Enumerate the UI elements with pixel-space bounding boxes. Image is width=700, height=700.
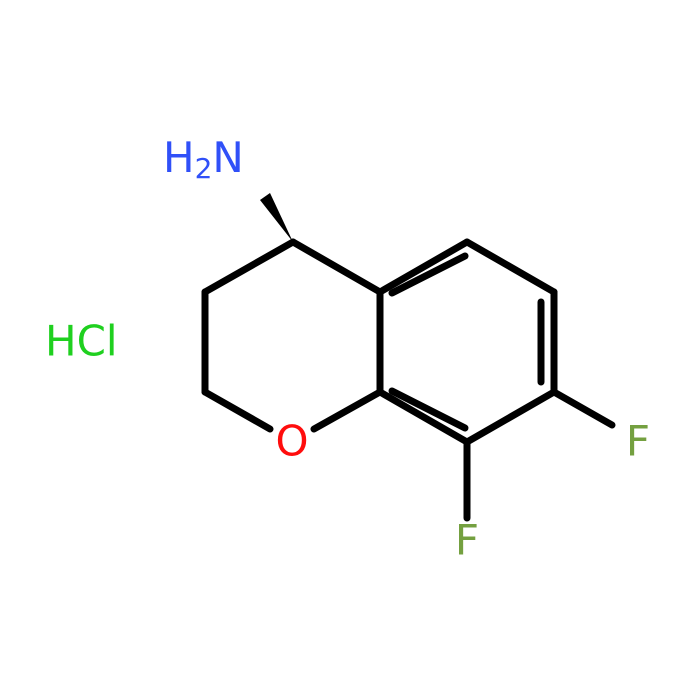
fluorine-label: F: [626, 417, 650, 466]
hydrogen: H: [163, 133, 195, 182]
bond: [310, 388, 384, 433]
fluorine-label: F: [455, 516, 479, 565]
wedge-bond: [260, 193, 293, 242]
inner-bond: [388, 387, 469, 432]
oxygen-label: O: [275, 417, 308, 466]
inner-bond: [388, 252, 469, 297]
bond: [463, 388, 558, 446]
bond: [550, 388, 616, 429]
bond: [376, 388, 471, 446]
bond: [201, 238, 297, 296]
bond: [289, 238, 384, 296]
bonds: [201, 193, 616, 522]
bond: [201, 388, 274, 433]
salt-label: HCl: [45, 317, 118, 366]
nitrogen: N: [212, 133, 243, 182]
amine-label: H2N: [163, 133, 244, 186]
bond: [463, 238, 558, 296]
bond: [376, 238, 471, 296]
subscript: 2: [195, 152, 213, 185]
